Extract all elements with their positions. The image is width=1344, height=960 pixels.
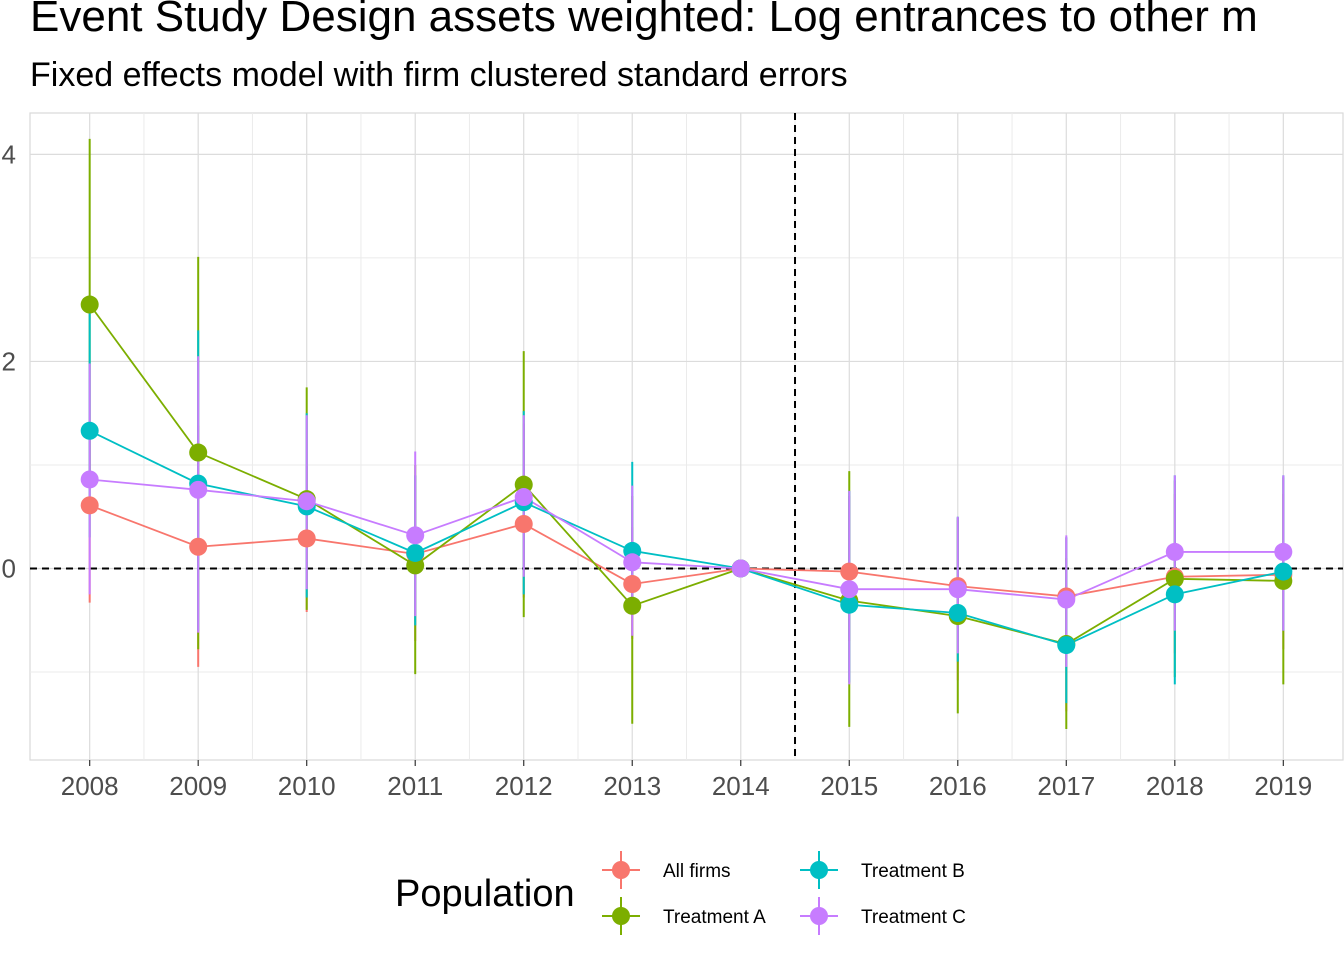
legend-title: Population	[395, 873, 575, 915]
data-point	[840, 562, 859, 581]
data-point	[297, 492, 316, 511]
y-tick-label: 2	[2, 346, 16, 376]
data-point	[623, 596, 642, 615]
legend-items: All firms Treatment A Treatment B Treatment…	[602, 851, 966, 935]
x-tick-label: 2008	[61, 771, 119, 801]
data-point	[514, 514, 533, 533]
y-tick-label: 4	[2, 139, 16, 169]
data-point	[840, 580, 859, 599]
axis-labels: 2008 2009 2010 2011 2012 2013 2014 2015 2016 2017…	[2, 139, 1313, 801]
data-point	[80, 496, 99, 515]
x-tick-label: 2011	[387, 771, 443, 801]
data-point	[1057, 636, 1076, 655]
legend: Population All firms Treatment A Treatment…	[395, 851, 966, 935]
chart-subtitle: Fixed effects model with firm clustered …	[30, 56, 848, 94]
data-point	[1165, 542, 1184, 561]
series-line	[89, 504, 1284, 598]
data-point	[406, 543, 425, 562]
data-point	[189, 537, 208, 556]
data-point	[623, 553, 642, 572]
data-point	[840, 595, 859, 614]
x-tick-label: 2016	[929, 771, 987, 801]
x-tick-label: 2013	[603, 771, 661, 801]
grid-minor	[30, 113, 1343, 760]
data-point	[406, 556, 425, 575]
data-point	[80, 295, 99, 314]
series-line	[89, 478, 1284, 601]
data-point	[1274, 562, 1293, 581]
data-point	[1274, 542, 1293, 561]
series-layer	[80, 138, 1293, 729]
legend-key-point	[810, 861, 828, 879]
x-tick-label: 2017	[1037, 771, 1095, 801]
legend-label: All firms	[663, 861, 731, 882]
data-point	[514, 488, 533, 507]
data-point	[948, 604, 967, 623]
data-point	[948, 580, 967, 599]
data-point	[1165, 569, 1184, 588]
data-point	[406, 526, 425, 545]
x-tick-label: 2014	[712, 771, 770, 801]
data-point	[1057, 590, 1076, 609]
data-point	[189, 443, 208, 462]
series-line	[88, 303, 1284, 646]
data-point	[1165, 585, 1184, 604]
data-point	[731, 559, 750, 578]
x-tick-label: 2009	[169, 771, 227, 801]
x-tick-label: 2015	[820, 771, 878, 801]
legend-label: Treatment A	[663, 907, 766, 928]
legend-key-point	[810, 907, 828, 925]
x-tick-label: 2018	[1146, 771, 1204, 801]
series-line	[89, 429, 1284, 647]
reference-lines	[30, 113, 1343, 760]
chart-title: Event Study Design assets weighted: Log …	[30, 0, 1258, 41]
x-tick-label: 2010	[278, 771, 336, 801]
data-point	[623, 575, 642, 594]
data-point	[189, 480, 208, 499]
legend-key-point	[612, 907, 630, 925]
legend-key-point	[612, 861, 630, 879]
x-tick-label: 2012	[495, 771, 553, 801]
x-tick-label: 2019	[1254, 771, 1312, 801]
legend-label: Treatment C	[861, 907, 966, 928]
data-point	[297, 529, 316, 548]
data-point	[514, 475, 533, 494]
legend-label: Treatment B	[861, 861, 965, 882]
y-tick-label: 0	[2, 553, 16, 583]
data-point	[80, 470, 99, 489]
data-point	[80, 421, 99, 440]
